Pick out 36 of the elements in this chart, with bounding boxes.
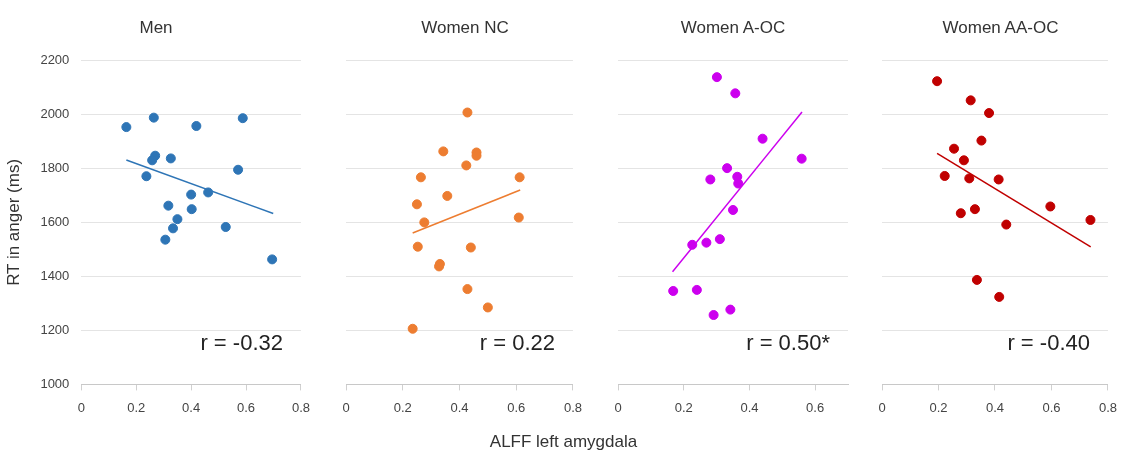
- y-tick-label: 2000: [40, 105, 70, 121]
- chart-title: Men: [139, 17, 173, 37]
- chart-title: Women AA-OC: [942, 17, 1059, 37]
- y-tick-label: 1000: [40, 375, 70, 391]
- x-tick-label: 0.4: [985, 399, 1005, 415]
- x-tick-label: 0.6: [507, 399, 526, 415]
- y-tick-label: 1400: [40, 267, 70, 283]
- x-tick-label: 0.4: [450, 399, 469, 415]
- x-tick-label: 0: [614, 399, 622, 415]
- x-tick-label: 0.2: [929, 399, 948, 415]
- y-tick-label: 2200: [40, 51, 70, 67]
- y-axis-title: RT in anger (ms): [3, 158, 23, 286]
- annotation: r = 0.22: [479, 330, 555, 356]
- x-tick-label: 0.8: [1098, 399, 1117, 415]
- chart-title: Women NC: [421, 17, 509, 37]
- x-tick-label: 0.6: [237, 399, 256, 415]
- y-tick-label: 1600: [40, 213, 70, 229]
- annotation: r = -0.32: [200, 330, 283, 356]
- x-tick-label: 0.2: [127, 399, 146, 415]
- x-tick-label: 0.6: [1042, 399, 1061, 415]
- y-tick-label: 1800: [40, 159, 70, 175]
- x-tick-label: 0.4: [182, 399, 201, 415]
- annotation: r = 0.50*: [746, 330, 831, 356]
- x-tick-label: 0.2: [674, 399, 693, 415]
- x-tick-label: 0: [77, 399, 85, 415]
- annotation: r = -0.40: [1007, 330, 1090, 356]
- x-tick-label: 0: [342, 399, 350, 415]
- x-axis-title: ALFF left amygdala: [488, 432, 639, 452]
- y-tick-label: 1200: [40, 321, 70, 337]
- x-tick-label: 0.8: [291, 399, 310, 415]
- x-tick-label: 0.2: [393, 399, 412, 415]
- x-tick-label: 0.6: [806, 399, 825, 415]
- x-tick-label: 0.8: [563, 399, 582, 415]
- x-tick-label: 0.4: [740, 399, 759, 415]
- chart-title: Women A-OC: [680, 17, 786, 37]
- x-tick-label: 0: [878, 399, 886, 415]
